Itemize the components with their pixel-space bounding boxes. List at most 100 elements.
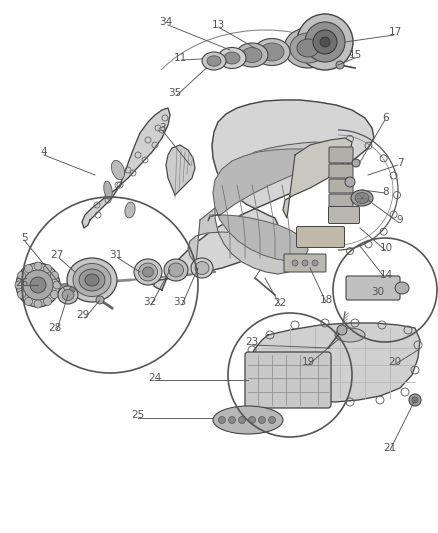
Circle shape [352, 159, 360, 167]
Ellipse shape [125, 202, 135, 218]
Text: 27: 27 [50, 250, 64, 260]
Text: 4: 4 [41, 147, 47, 157]
Circle shape [313, 30, 337, 54]
Text: 19: 19 [301, 357, 314, 367]
Ellipse shape [62, 289, 74, 301]
Ellipse shape [351, 190, 373, 206]
Text: 30: 30 [371, 287, 385, 297]
Text: 14: 14 [379, 270, 392, 280]
Ellipse shape [134, 259, 162, 285]
Circle shape [412, 397, 418, 403]
Circle shape [320, 37, 330, 47]
Circle shape [239, 416, 246, 424]
Circle shape [292, 260, 298, 266]
Circle shape [312, 260, 318, 266]
Text: 20: 20 [389, 357, 402, 367]
Ellipse shape [213, 406, 283, 434]
FancyBboxPatch shape [297, 227, 345, 247]
Ellipse shape [85, 274, 99, 286]
Ellipse shape [335, 328, 365, 342]
Circle shape [25, 297, 32, 305]
Text: 28: 28 [48, 323, 62, 333]
Ellipse shape [195, 262, 209, 274]
Circle shape [50, 290, 58, 298]
Ellipse shape [218, 47, 246, 69]
Text: 33: 33 [173, 297, 187, 307]
Ellipse shape [73, 263, 111, 296]
Circle shape [219, 416, 226, 424]
Ellipse shape [164, 259, 188, 281]
Circle shape [69, 287, 75, 293]
Circle shape [30, 277, 46, 293]
Circle shape [248, 416, 255, 424]
Polygon shape [250, 323, 420, 402]
FancyBboxPatch shape [329, 179, 353, 193]
Ellipse shape [297, 39, 319, 57]
Circle shape [15, 281, 23, 289]
FancyBboxPatch shape [284, 254, 326, 272]
Circle shape [50, 271, 58, 279]
Circle shape [18, 271, 25, 279]
Ellipse shape [202, 52, 226, 70]
Polygon shape [154, 100, 374, 290]
FancyBboxPatch shape [329, 207, 353, 220]
Circle shape [34, 300, 42, 308]
FancyBboxPatch shape [329, 194, 353, 207]
FancyBboxPatch shape [329, 164, 353, 178]
Circle shape [43, 264, 52, 272]
FancyBboxPatch shape [329, 147, 353, 163]
Circle shape [229, 416, 236, 424]
FancyBboxPatch shape [245, 352, 331, 408]
Text: 35: 35 [168, 88, 182, 98]
Circle shape [16, 263, 60, 307]
Ellipse shape [111, 160, 124, 180]
Ellipse shape [254, 38, 290, 66]
Polygon shape [82, 108, 170, 228]
Circle shape [337, 325, 347, 335]
Ellipse shape [67, 258, 117, 302]
Circle shape [25, 264, 32, 272]
Ellipse shape [355, 192, 369, 204]
Circle shape [66, 284, 78, 296]
Text: 6: 6 [383, 113, 389, 123]
Ellipse shape [104, 181, 112, 199]
Circle shape [268, 416, 276, 424]
Ellipse shape [142, 267, 153, 277]
Text: 23: 23 [245, 337, 258, 347]
Text: 18: 18 [319, 295, 332, 305]
Circle shape [305, 22, 345, 62]
Ellipse shape [242, 47, 262, 62]
Text: 3: 3 [159, 123, 165, 133]
Text: 5: 5 [21, 233, 27, 243]
Ellipse shape [290, 33, 326, 63]
FancyBboxPatch shape [346, 276, 400, 300]
Text: 34: 34 [159, 17, 173, 27]
Text: 11: 11 [173, 53, 187, 63]
Polygon shape [188, 142, 338, 274]
Ellipse shape [224, 52, 240, 64]
Circle shape [53, 281, 61, 289]
Circle shape [34, 262, 42, 270]
Circle shape [18, 290, 25, 298]
Text: 7: 7 [397, 158, 403, 168]
Text: 25: 25 [131, 410, 145, 420]
Ellipse shape [138, 263, 158, 281]
Polygon shape [166, 145, 195, 195]
Text: 22: 22 [273, 298, 286, 308]
Text: 29: 29 [76, 310, 90, 320]
Ellipse shape [260, 43, 284, 61]
Ellipse shape [284, 28, 332, 68]
Circle shape [409, 394, 421, 406]
Ellipse shape [79, 269, 105, 291]
Ellipse shape [58, 286, 78, 304]
Circle shape [258, 416, 265, 424]
Circle shape [302, 260, 308, 266]
Text: 15: 15 [348, 50, 362, 60]
Ellipse shape [191, 258, 213, 278]
Ellipse shape [169, 263, 184, 277]
Text: 26: 26 [15, 278, 28, 288]
Circle shape [23, 270, 53, 300]
Polygon shape [283, 138, 352, 218]
Circle shape [345, 177, 355, 187]
Text: 31: 31 [110, 250, 123, 260]
